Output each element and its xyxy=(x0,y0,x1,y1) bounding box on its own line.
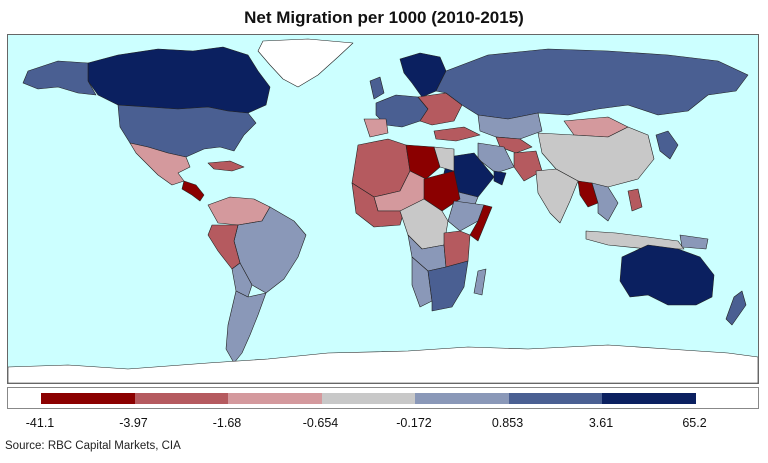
legend-swatch-7 xyxy=(602,393,696,404)
legend-tick-label: -1.68 xyxy=(212,416,242,430)
legend-tick-label: 0.853 xyxy=(491,416,524,430)
region-libya xyxy=(405,144,441,180)
region-alaska xyxy=(22,60,97,96)
region-russia xyxy=(435,48,749,120)
region-horn-of-africa xyxy=(447,200,485,232)
region-china xyxy=(537,126,655,188)
region-philippines xyxy=(627,188,643,212)
region-bolivia-paraguay xyxy=(231,262,253,298)
legend-swatch-5 xyxy=(415,393,509,404)
region-turkey xyxy=(433,126,481,142)
region-sudan xyxy=(423,170,461,212)
map-title: Net Migration per 1000 (2010-2015) xyxy=(244,8,524,27)
region-gulf-states xyxy=(493,170,507,186)
legend-swatch-2 xyxy=(134,393,228,404)
region-india xyxy=(535,168,579,224)
legend-tick-label: 65.2 xyxy=(682,416,707,430)
region-afghanistan-pakistan xyxy=(513,150,543,182)
legend-swatch-1 xyxy=(41,393,135,404)
region-madagascar xyxy=(473,268,487,296)
legend-swatch-3 xyxy=(228,393,322,404)
source-note: Source: RBC Capital Markets, CIA xyxy=(5,440,181,452)
color-legend xyxy=(7,387,759,409)
region-southeast-asia xyxy=(591,182,619,222)
region-iberia xyxy=(363,118,389,138)
region-antarctica xyxy=(8,344,758,383)
region-iran xyxy=(477,142,515,174)
region-somalia xyxy=(469,204,493,242)
region-korea-japan xyxy=(655,130,679,160)
legend-swatch-6 xyxy=(508,393,602,404)
world-map xyxy=(7,34,759,384)
region-canada xyxy=(87,46,271,114)
region-greenland xyxy=(257,38,354,88)
region-southern-africa xyxy=(427,260,469,312)
region-indonesia xyxy=(585,230,685,250)
region-central-america xyxy=(181,180,205,202)
region-uk xyxy=(369,76,385,100)
region-bangladesh-myanmar xyxy=(577,180,599,208)
legend-tick-label: -3.97 xyxy=(119,416,148,430)
region-kazakhstan xyxy=(477,112,543,140)
region-caribbean xyxy=(207,160,245,172)
legend-tick-label: -0.172 xyxy=(396,416,432,430)
region-west-africa xyxy=(351,182,405,228)
region-mexico xyxy=(129,142,191,186)
legend-swatch-4 xyxy=(321,393,415,404)
legend-tick-label: -0.654 xyxy=(302,416,339,430)
region-new-zealand xyxy=(725,290,747,326)
region-australia xyxy=(619,244,715,306)
region-angola-namibia xyxy=(411,256,433,308)
region-argentina-chile xyxy=(225,290,267,364)
region-central-asia xyxy=(495,136,533,154)
legend-tick-label: 3.61 xyxy=(588,416,614,430)
legend-tick-label: -41.1 xyxy=(25,416,55,430)
region-papua-new-guinea xyxy=(679,234,709,250)
